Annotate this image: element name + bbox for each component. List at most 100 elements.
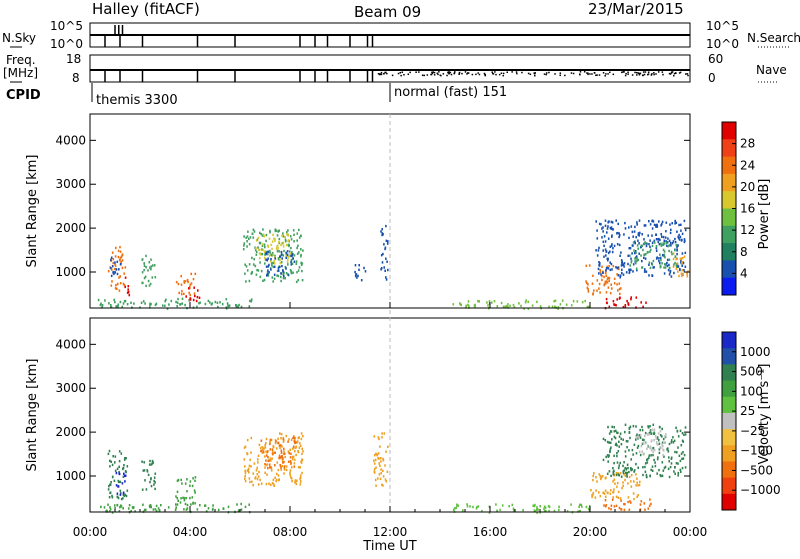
nave-point [426,74,429,76]
velocity-cbar-label: Velocity [m s⁻¹] [757,364,772,465]
y-tick-label: 4000 [55,133,86,147]
colorbar-swatch [722,332,736,349]
colorbar-tick-label: 1000 [740,345,771,359]
nave-point [407,73,410,76]
nave-point [579,73,581,76]
power-echo-region [185,286,201,303]
nave-point [624,74,627,77]
nave-point [653,72,655,74]
power-echo-region [265,250,296,278]
colorbar-swatch [722,380,736,398]
nave-point [636,74,638,76]
nave-point [400,74,402,77]
nave-point [449,71,452,74]
y-tick-label: 2000 [55,425,86,439]
nsky-trace [90,25,690,47]
colorbar-tick-label: 500 [740,365,763,379]
freq-trace [90,69,690,82]
colorbar-tick-label: −25 [740,424,765,438]
velocity-echo-region [141,459,157,491]
colorbar-swatch [722,396,736,414]
nave-point [458,71,461,74]
nave-point [685,73,687,75]
nave-point [502,74,505,77]
nave-point [454,71,456,73]
power-echo-region [175,272,197,297]
power-echo-region [604,296,647,310]
x-tick-label: 08:00 [273,525,308,539]
nave-point [391,74,394,77]
nave-point [623,71,625,73]
nave-point [447,71,449,74]
nave-point [378,73,381,76]
colorbar-swatch [722,225,736,244]
nsky-tick-bottom: 10^0 [50,37,83,51]
freq-unit-label: [MHz] [3,66,38,80]
colorbar-swatch [722,173,736,192]
colorbar-frame [721,331,737,511]
nave-point [439,74,441,77]
nave-point [421,74,424,77]
nave-point [627,73,629,75]
nave-point [450,73,453,76]
nave-point [675,72,677,74]
nave-point [631,74,634,76]
velocity-echo-region [635,428,667,457]
x-tick-label: 04:00 [173,525,208,539]
colorbar-tick-label: −500 [740,463,773,477]
nave-point [647,71,650,73]
nave-point [506,71,508,74]
cpid-mode-1: themis 3300 [96,93,178,108]
nave-point [655,73,657,75]
nave-point [673,72,676,75]
power-echo-region [380,224,389,281]
nave-point [492,73,495,75]
nave-point [621,71,623,74]
y-tick-label: 4000 [55,337,86,351]
velocity-colorbar: 1000 500 100 25 −25 −100 −500 −1000 [721,331,781,511]
beam-label: Beam 09 [354,3,421,21]
nave-point [548,71,550,74]
nave-point [678,72,681,74]
nsearch-label: N.Search [747,31,800,45]
nave-point [415,71,417,73]
nsky-tick-top: 10^5 [50,19,83,33]
nave-point [401,71,404,74]
nsearch-tick-top: 10^5 [706,19,739,33]
nave-point [467,72,470,74]
colorbar-tick-label: −1000 [740,483,781,497]
colorbar-swatch [722,122,736,140]
colorbar-tick-label: 100 [740,384,763,398]
nave-point [433,74,436,76]
nave-point [596,74,598,76]
colorbar-swatch [722,412,736,430]
y-tick-label: 3000 [55,381,86,395]
nave-point [380,73,383,76]
nave-point [431,72,434,75]
nave-point [639,72,642,75]
nave-point [591,73,593,75]
colorbar-swatch [722,139,736,158]
nave-point [612,73,615,76]
nave-point [436,72,439,75]
nave-point [448,71,450,73]
colorbar-swatch [722,429,736,446]
colorbar-tick-label: 25 [740,404,755,418]
nave-point [423,74,426,77]
cpid-mode-2: normal (fast) 151 [394,85,507,100]
nave-point [587,72,589,74]
nave-point [442,73,445,75]
nave-point [634,71,636,74]
nave-point [643,73,646,76]
nave-point [672,74,675,77]
power-echo-region [110,256,122,278]
nave-point [399,71,402,74]
nsky-label: N.Sky [2,31,36,45]
nave-point [559,72,562,74]
nave-point [494,71,496,73]
nave-point [385,71,387,74]
velocity-echo-region [260,436,297,470]
nave-point [383,73,385,75]
nave-tick-top: 60 [708,52,723,66]
